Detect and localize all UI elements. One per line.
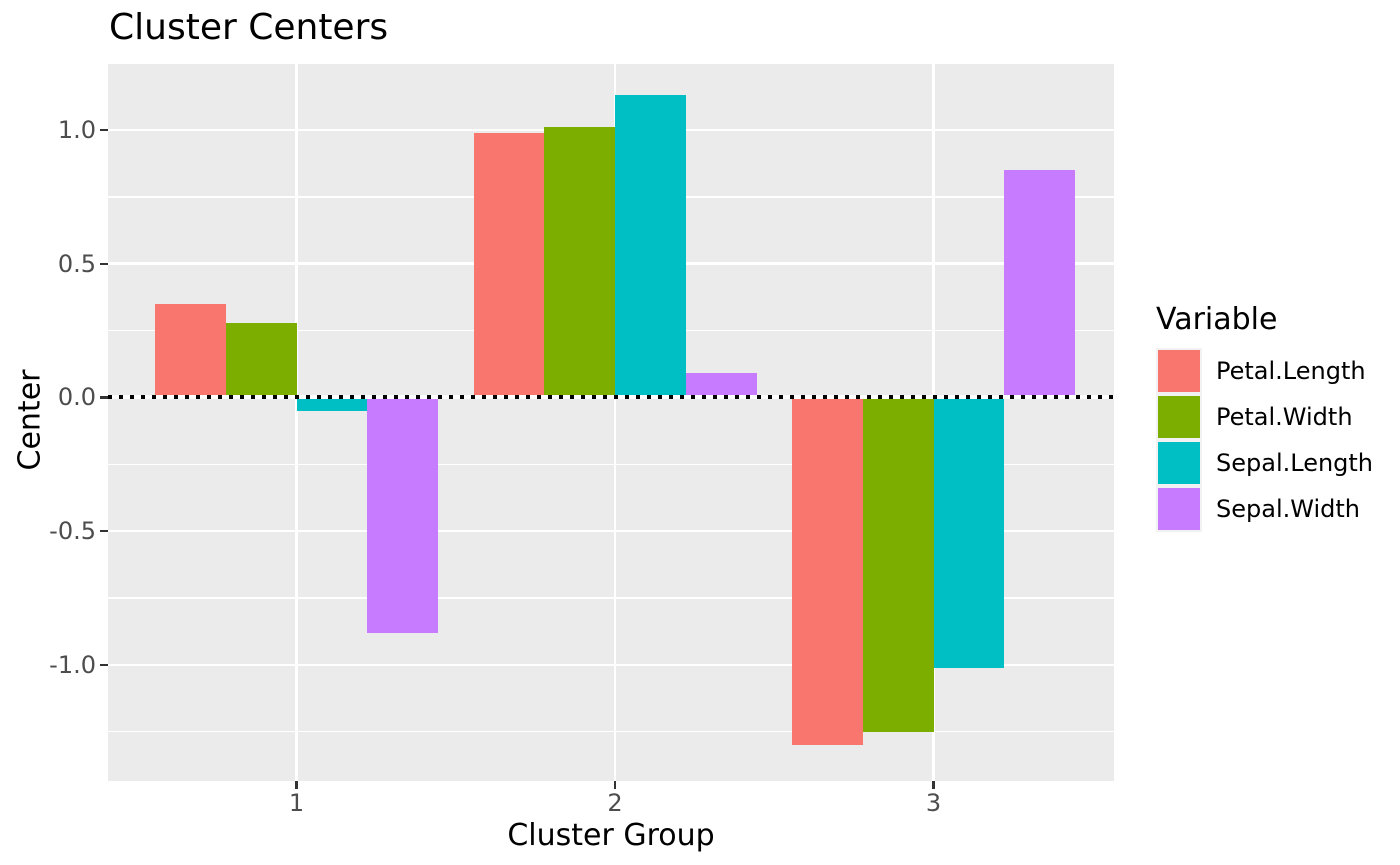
legend-key-swatch [1158, 350, 1200, 392]
zero-reference-line [108, 395, 1114, 400]
x-tick-mark [932, 781, 935, 789]
x-tick-label: 3 [925, 789, 942, 817]
gridline-minor [108, 597, 1114, 599]
gridline-major-vertical [613, 62, 617, 781]
x-tick-mark [613, 781, 617, 789]
bar-sepal-length-group-3 [933, 397, 1005, 668]
y-tick-mark [100, 663, 108, 666]
legend-item-label: Petal.Length [1216, 357, 1366, 385]
bar-petal-length-group-2 [473, 132, 545, 398]
gridline-minor [108, 62, 1114, 64]
bar-petal-width-group-3 [862, 397, 934, 732]
y-tick-label: 1.0 [57, 115, 96, 144]
x-tick-mark [295, 781, 298, 789]
legend-item-petal-length: Petal.Length [1156, 348, 1366, 394]
bar-sepal-length-group-2 [615, 95, 686, 398]
y-tick-mark [100, 128, 108, 132]
bar-petal-length-group-1 [155, 303, 226, 398]
legend-title: Variable [1156, 302, 1278, 337]
y-tick-label: -0.5 [49, 517, 96, 546]
y-tick-mark [100, 530, 108, 533]
y-tick-mark [100, 262, 108, 265]
legend-key-swatch [1158, 442, 1200, 484]
legend-item-label: Sepal.Length [1216, 449, 1374, 477]
bar-sepal-width-group-2 [685, 373, 757, 398]
x-tick-label: 2 [607, 789, 623, 817]
bar-sepal-length-group-1 [296, 397, 368, 411]
legend-item-sepal-width: Sepal.Width [1156, 486, 1360, 532]
bar-sepal-width-group-3 [1004, 170, 1075, 398]
bar-petal-length-group-3 [792, 397, 863, 746]
legend-key-swatch [1158, 396, 1200, 438]
gridline-major-vertical [295, 62, 298, 781]
legend: Variable Petal.Length Petal.Width Sepal.Le… [1156, 302, 1373, 532]
bar-sepal-width-group-1 [367, 397, 438, 633]
gridline-major [108, 529, 1114, 533]
x-axis-title: Cluster Group [507, 818, 715, 853]
y-tick-mark [100, 396, 108, 399]
gridline-minor [108, 731, 1114, 733]
legend-item-sepal-length: Sepal.Length [1156, 440, 1373, 486]
bar-petal-width-group-2 [544, 127, 615, 398]
legend-item-petal-width: Petal.Width [1156, 394, 1353, 440]
legend-items: Petal.Length Petal.Width Sepal.Length Sepal… [1156, 348, 1373, 532]
bar-petal-width-group-1 [225, 322, 297, 398]
legend-item-label: Petal.Width [1216, 403, 1353, 431]
y-tick-label: 0.5 [57, 249, 96, 278]
chart-title: Cluster Centers [109, 7, 389, 48]
y-tick-label: 0.0 [57, 383, 96, 412]
legend-item-label: Sepal.Width [1216, 495, 1360, 523]
legend-key-swatch [1158, 488, 1200, 530]
plot-panel [108, 62, 1114, 781]
gridline-minor [108, 463, 1114, 465]
gridline-major [108, 663, 1114, 667]
y-tick-label: -1.0 [49, 650, 96, 679]
x-tick-label: 1 [288, 789, 305, 817]
